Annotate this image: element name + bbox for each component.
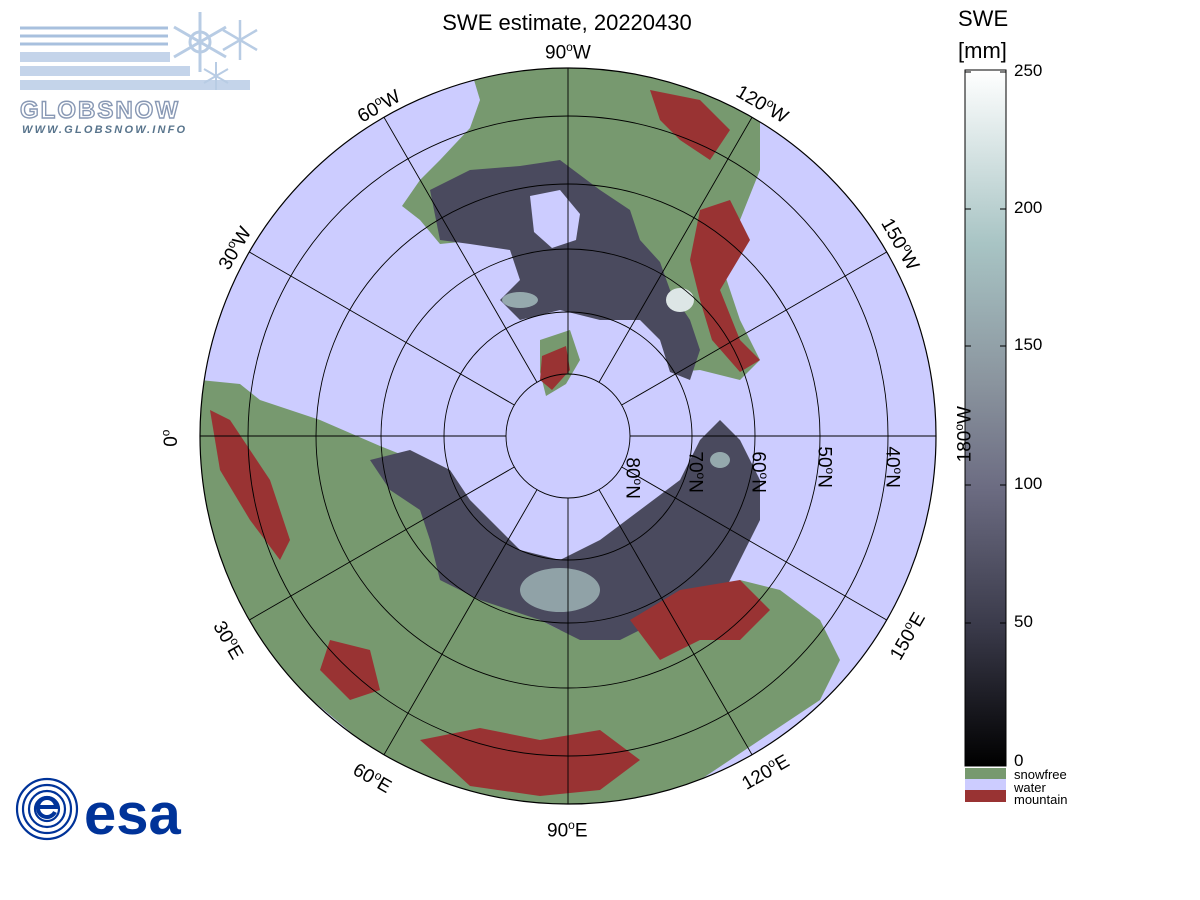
snowflake-icon <box>203 62 229 90</box>
meridian-line <box>598 489 753 755</box>
meridians <box>200 68 936 804</box>
legend-swatch-water <box>965 779 1006 790</box>
meridian-line <box>621 466 887 621</box>
legend-label-snowfree: snowfree <box>1014 767 1067 782</box>
snow-patch <box>502 292 538 308</box>
latitude-label-60n: 60oN <box>747 451 771 493</box>
mountain-scandinavia <box>210 410 290 560</box>
snow-patch <box>520 568 600 612</box>
globsnow-logo: GLOBSNOW <box>19 12 258 125</box>
snowflake-icon <box>173 12 227 72</box>
eurasia-land <box>200 380 840 804</box>
esa-globe-icon <box>15 777 79 841</box>
colorbar-ticks <box>965 71 1006 624</box>
colorbar-tick-label: 50 <box>1014 612 1033 631</box>
colorbar-tick-label: 250 <box>1014 61 1043 80</box>
esa-logo: esa <box>15 777 182 842</box>
colorbar-tick-label: 0 <box>1014 751 1024 770</box>
longitude-label-180w: 180oW <box>952 406 976 463</box>
mountain-rockies <box>690 200 760 372</box>
legend-swatch-mountain <box>965 790 1006 802</box>
meridian-line <box>249 251 515 406</box>
hudson-bay <box>530 190 580 248</box>
latitude-label-50n: 50oN <box>813 446 837 488</box>
longitude-label-90w: 90oW <box>545 40 591 64</box>
legend-label-mountain: mountain <box>1014 792 1068 807</box>
meridian-line <box>383 489 538 755</box>
map-border <box>199 67 937 805</box>
snow-eurasia <box>370 420 760 640</box>
latitude-label-40n: 40oN <box>881 446 905 488</box>
snow-patch <box>710 452 730 468</box>
latitude-label-70n: 70oN <box>684 451 708 493</box>
globsnow-wordmark: GLOBSNOW <box>20 97 180 124</box>
land-layer <box>200 68 840 804</box>
meridian-line <box>249 466 515 621</box>
mountain-greenland-east <box>540 346 570 390</box>
colorbar-tick-label: 200 <box>1014 198 1043 217</box>
colorbar-tick-label: 100 <box>1014 474 1043 493</box>
globsnow-url: WWW.GLOBSNOW.INFO <box>22 124 188 136</box>
longitude-label-0: 0o <box>158 429 182 447</box>
mountain-central-asia <box>420 728 640 796</box>
meridian-line <box>621 251 887 406</box>
colorbar-unit: [mm] <box>958 38 1007 63</box>
snow-patch <box>666 288 694 312</box>
longitude-label-90e: 90oE <box>547 818 588 842</box>
mountain-alaska-yukon <box>650 90 730 160</box>
latitude-label-80n: 80oN <box>621 457 645 499</box>
colorbar-gradient <box>964 69 1007 767</box>
colorbar-tick-label: 150 <box>1014 335 1043 354</box>
map-title: SWE estimate, 20220430 <box>442 10 692 35</box>
snow-north-america <box>430 160 700 380</box>
legend-swatch-snowfree <box>965 768 1006 779</box>
snowflake-icon <box>222 20 258 60</box>
mountain-siberia-east <box>630 580 770 660</box>
legend-label-water: water <box>1014 780 1046 795</box>
colorbar-title: SWE <box>958 6 1009 31</box>
meridian-line <box>598 117 753 383</box>
esa-wordmark: esa <box>84 782 182 842</box>
meridian-line <box>383 117 538 383</box>
